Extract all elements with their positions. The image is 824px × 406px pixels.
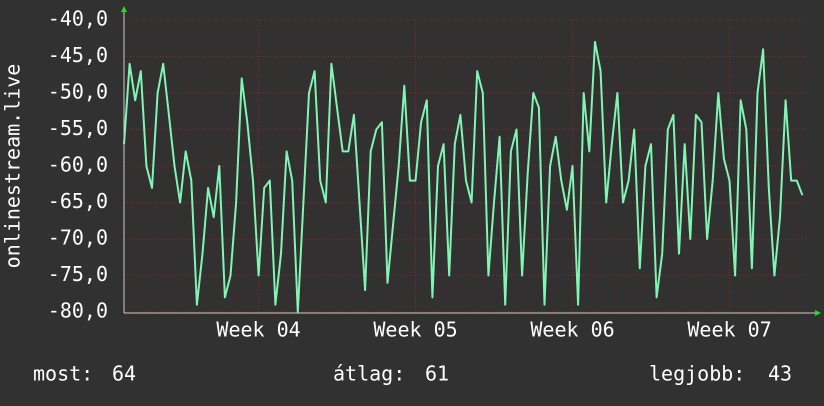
x-tick-label: Week 05 xyxy=(373,318,457,342)
footer-label: legjobb: xyxy=(649,362,745,386)
y-tick-label: -75,0 xyxy=(48,262,108,286)
y-axis-label: onlinestream.live xyxy=(1,64,25,269)
footer-value: 64 xyxy=(112,362,136,386)
data-line xyxy=(123,40,804,313)
footer-label: most: xyxy=(33,362,93,386)
footer-value: 43 xyxy=(768,362,792,386)
y-tick-label: -45,0 xyxy=(48,43,108,67)
y-arrow xyxy=(121,6,127,12)
x-tick-label: Week 06 xyxy=(530,318,614,342)
plot xyxy=(123,19,808,313)
footer-value: 61 xyxy=(425,362,449,386)
y-tick-label: -80,0 xyxy=(48,299,108,323)
y-tick-label: -65,0 xyxy=(48,189,108,213)
x-tick-label: Week 07 xyxy=(687,318,771,342)
x-tick-label: Week 04 xyxy=(216,318,300,342)
y-tick-label: -70,0 xyxy=(48,226,108,250)
x-arrow xyxy=(815,310,821,316)
y-tick-label: -60,0 xyxy=(48,153,108,177)
y-tick-label: -55,0 xyxy=(48,116,108,140)
footer-label: átlag: xyxy=(333,362,405,386)
y-tick-label: -50,0 xyxy=(48,80,108,104)
y-tick-label: -40,0 xyxy=(48,7,108,31)
